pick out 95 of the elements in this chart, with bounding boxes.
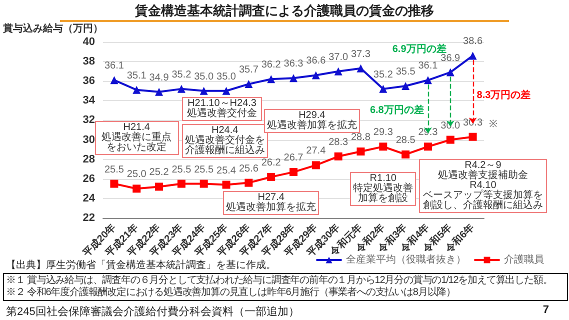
y-tick-label: 32 xyxy=(82,114,95,126)
text: 【出典】厚生労働省「賃金構造基本統計調査」を基に作成。 xyxy=(6,258,276,272)
annotation: 6.9万円の差 xyxy=(392,44,446,56)
point xyxy=(312,161,320,170)
data-label: 25.5 xyxy=(172,164,192,176)
annotation: 8.3万円の差 xyxy=(476,90,531,102)
y-tick-label: 28 xyxy=(82,153,95,166)
y-tick-label: 24 xyxy=(82,192,96,204)
text: ※ xyxy=(488,118,497,130)
data-label: 36.3 xyxy=(284,58,304,70)
point xyxy=(267,75,276,84)
point xyxy=(424,76,432,84)
point xyxy=(177,84,186,93)
annotation: H21.10～H24.3 処遇改善交付金 xyxy=(182,96,262,121)
point xyxy=(290,74,298,82)
point xyxy=(356,64,365,72)
y-tick-label: 22 xyxy=(82,212,95,224)
data-label: 28.8 xyxy=(351,132,371,144)
data-label: 36.9 xyxy=(440,52,461,64)
data-label: 25.0 xyxy=(126,169,147,180)
point xyxy=(244,80,253,88)
data-label: 29.3 xyxy=(373,127,394,138)
data-label: 25.4 xyxy=(216,165,236,176)
annotation: 6.8万円の差 xyxy=(370,104,424,116)
point xyxy=(222,180,230,189)
annotation: H21.4 処遇改善に重点をおいた改定 xyxy=(94,120,179,155)
data-label: 35.2 xyxy=(172,69,192,80)
point xyxy=(379,142,388,151)
point xyxy=(290,168,298,176)
data-label: 36.1 xyxy=(104,60,124,72)
data-label: 26.7 xyxy=(284,152,304,164)
data-label: 28.5 xyxy=(396,134,416,146)
y-tick-label: 38 xyxy=(82,56,95,68)
point xyxy=(110,180,118,188)
point xyxy=(379,84,388,93)
data-label: 36.6 xyxy=(306,56,326,67)
y-axis-title: 賞与込み給与（万円） xyxy=(3,22,103,34)
data-label: 35.0 xyxy=(194,71,214,82)
text: 第245回社会保障審議会介護給付費分科会資料（一部追加） xyxy=(6,304,300,319)
point xyxy=(402,82,410,90)
data-label: 35.0 xyxy=(216,71,236,82)
point xyxy=(424,142,432,151)
point xyxy=(334,67,342,76)
data-label: 25.5 xyxy=(194,164,214,176)
data-label: 36.1 xyxy=(418,60,438,72)
annotation: R4.2～9 処遇改善支援補助金 R4.10 ベースアップ等支援加算を創設し、介護報酬に組込み xyxy=(418,159,547,214)
point xyxy=(312,71,320,80)
point xyxy=(446,68,454,76)
y-tick-label: 36 xyxy=(82,75,95,88)
data-label: 35.1 xyxy=(126,70,147,82)
y-tick-label: 30 xyxy=(82,134,95,146)
data-label: 34.9 xyxy=(149,72,170,84)
annotation: H29.4 処遇改善加算を拡充 xyxy=(264,109,360,134)
point xyxy=(244,178,253,187)
data-label: 37.3 xyxy=(351,48,371,60)
data-label: 26.2 xyxy=(261,157,282,168)
point xyxy=(132,184,141,193)
point xyxy=(155,88,164,96)
text: ※２ 令和6年度介護報酬改定における処遇改善加算の見直しは昨年6月施行（事業者への支払いは8月以降） xyxy=(6,287,456,299)
data-label: 25.2 xyxy=(149,167,170,178)
data-label: 36.2 xyxy=(261,60,282,71)
y-tick-label: 26 xyxy=(82,172,95,185)
point xyxy=(468,132,477,141)
data-label: 37.0 xyxy=(328,52,348,63)
point xyxy=(468,52,477,60)
point xyxy=(155,182,164,191)
data-label: 27.4 xyxy=(306,146,326,157)
data-label: 28.3 xyxy=(328,136,348,148)
point xyxy=(334,152,342,160)
legend-label: 介護職員 xyxy=(504,254,544,266)
chart-title: 賃金構造基本統計調査による介護職員の賃金の推移 xyxy=(134,2,435,20)
text: ※１ 賞与込み給与は、調査年の６月分として支払われた給与に調査年の前年の１月から12月分の賞与の1/12を加えて算出した額。 xyxy=(6,275,554,286)
data-label: 38.6 xyxy=(463,36,483,48)
legend-label: 全産業平均（役職者抜き） xyxy=(346,254,466,266)
annotation: H24.4 処遇改善交付金を介護報酬に組込み xyxy=(182,124,268,158)
point xyxy=(402,150,410,158)
point xyxy=(222,86,230,95)
point xyxy=(200,180,208,188)
y-tick-label: 34 xyxy=(82,94,96,107)
point xyxy=(267,172,276,181)
data-label: 25.5 xyxy=(104,164,124,176)
point xyxy=(110,76,118,84)
point xyxy=(446,136,454,144)
annotation: H27.4 処遇改善加算を拡充 xyxy=(223,190,320,215)
data-label: 35.2 xyxy=(373,69,394,80)
annotation: R1.10 特定処遇改善加算を創設 xyxy=(350,172,416,206)
y-tick-label: 40 xyxy=(82,36,95,48)
point xyxy=(200,86,208,95)
text: 7 xyxy=(542,304,549,316)
data-label: 25.6 xyxy=(238,163,259,174)
data-label: 35.7 xyxy=(238,64,259,76)
point xyxy=(177,180,186,188)
point xyxy=(132,86,141,94)
data-label: 35.5 xyxy=(396,66,416,78)
point xyxy=(356,148,365,156)
